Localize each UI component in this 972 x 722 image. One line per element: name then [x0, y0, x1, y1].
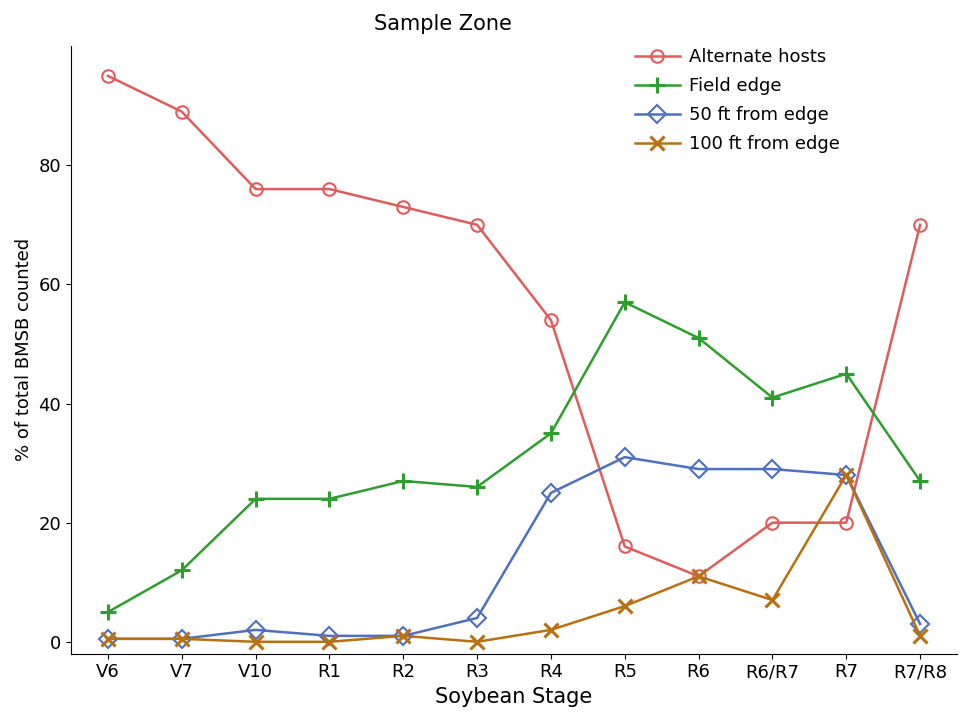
Line: Field edge: Field edge	[99, 294, 928, 620]
100 ft from edge	[619, 601, 631, 610]
100 ft from edge	[545, 625, 557, 634]
Field edge	[545, 429, 557, 438]
50 ft from edge	[915, 619, 926, 628]
Field edge	[767, 393, 779, 402]
Line: Alternate hosts: Alternate hosts	[102, 69, 926, 583]
Field edge	[176, 566, 188, 575]
Field edge	[250, 495, 261, 503]
50 ft from edge	[693, 465, 705, 474]
100 ft from edge	[693, 572, 705, 580]
50 ft from edge	[398, 632, 409, 640]
100 ft from edge	[176, 635, 188, 643]
100 ft from edge	[324, 638, 335, 646]
Alternate hosts	[619, 542, 631, 551]
50 ft from edge	[250, 625, 261, 634]
Field edge	[619, 298, 631, 307]
Alternate hosts	[250, 185, 261, 193]
X-axis label: Soybean Stage: Soybean Stage	[435, 687, 593, 707]
100 ft from edge	[102, 635, 114, 643]
Legend: Alternate hosts, Field edge, 50 ft from edge, 100 ft from edge: Alternate hosts, Field edge, 50 ft from …	[629, 43, 846, 158]
Alternate hosts	[102, 71, 114, 80]
Alternate hosts	[324, 185, 335, 193]
Field edge	[102, 608, 114, 617]
50 ft from edge	[102, 635, 114, 643]
Alternate hosts	[398, 203, 409, 212]
Alternate hosts	[471, 220, 483, 229]
Line: 100 ft from edge: 100 ft from edge	[101, 468, 927, 649]
100 ft from edge	[915, 632, 926, 640]
Text: Sample Zone: Sample Zone	[374, 14, 512, 34]
Field edge	[841, 370, 852, 378]
50 ft from edge	[471, 614, 483, 622]
Alternate hosts	[545, 316, 557, 324]
Alternate hosts	[767, 518, 779, 527]
Field edge	[324, 495, 335, 503]
50 ft from edge	[767, 465, 779, 474]
Field edge	[693, 334, 705, 342]
Field edge	[471, 482, 483, 491]
Field edge	[398, 477, 409, 485]
100 ft from edge	[841, 471, 852, 479]
Alternate hosts	[841, 518, 852, 527]
50 ft from edge	[176, 635, 188, 643]
Line: 50 ft from edge: 50 ft from edge	[102, 451, 926, 645]
100 ft from edge	[471, 638, 483, 646]
Alternate hosts	[176, 108, 188, 116]
Alternate hosts	[693, 572, 705, 580]
100 ft from edge	[767, 596, 779, 604]
Alternate hosts	[915, 220, 926, 229]
100 ft from edge	[398, 632, 409, 640]
100 ft from edge	[250, 638, 261, 646]
50 ft from edge	[841, 471, 852, 479]
50 ft from edge	[545, 489, 557, 497]
Field edge	[915, 477, 926, 485]
50 ft from edge	[324, 632, 335, 640]
50 ft from edge	[619, 453, 631, 461]
Y-axis label: % of total BMSB counted: % of total BMSB counted	[15, 238, 33, 461]
